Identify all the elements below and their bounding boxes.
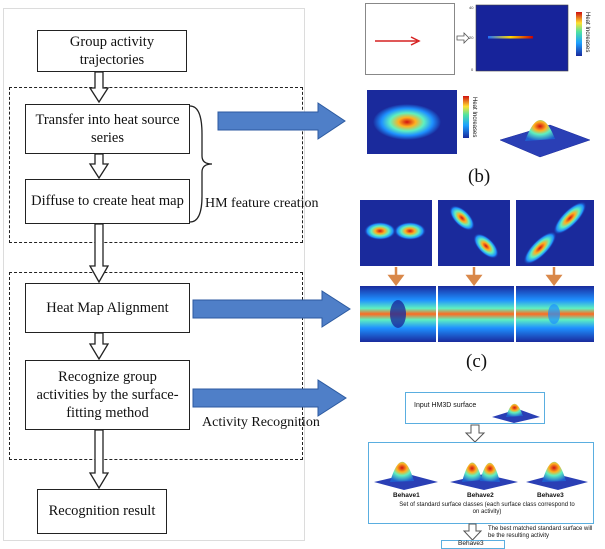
step-recognition-result: Recognition result <box>37 489 167 534</box>
panel-b-caption: (b) <box>468 166 491 187</box>
trajectory-plot <box>365 3 455 75</box>
input-surface-box <box>405 392 545 424</box>
standard-set-label: Set of standard surface classes (each su… <box>399 502 575 516</box>
colorbar-label-2: Heat Increases <box>471 97 477 138</box>
small-arrow-icon <box>456 32 470 44</box>
right-arrow-icon <box>217 102 346 140</box>
standard-surfaces-box <box>368 442 594 524</box>
behave2-label: Behave2 <box>467 492 494 499</box>
colorbar-top <box>576 12 582 56</box>
down-arrow-icon <box>88 332 110 361</box>
colorbar-middle <box>463 96 469 138</box>
right-arrow-icon <box>192 379 347 417</box>
svg-text:20: 20 <box>469 35 474 40</box>
step-group-activity-trajectories: Group activity trajectories <box>37 30 187 72</box>
svg-text:40: 40 <box>469 5 474 10</box>
down-arrow-icon <box>88 223 110 284</box>
hm-feature-group <box>9 87 303 243</box>
two-blob-maps <box>360 200 594 266</box>
red-arrow-icon <box>375 36 421 46</box>
diffused-heat-map <box>367 90 457 154</box>
down-hollow-arrow-icon <box>464 424 486 443</box>
input-surface-icon <box>492 403 540 423</box>
step-diffuse-heat-map: Diffuse to create heat map <box>25 179 190 224</box>
behave3-label: Behave3 <box>537 492 564 499</box>
down-arrow-icon <box>88 153 110 180</box>
heat-surface-3d <box>499 119 591 158</box>
step-transfer-heat-source: Transfer into heat source series <box>25 104 190 154</box>
step-heat-map-alignment: Heat Map Alignment <box>25 283 190 333</box>
panel-c-caption: (c) <box>466 351 488 372</box>
step-recognize-activities: Recognize group activities by the surfac… <box>25 360 190 430</box>
hm-feature-creation-label: HM feature creation <box>205 196 319 211</box>
right-arrow-icon <box>192 290 351 328</box>
behave1-label: Behave1 <box>393 492 420 499</box>
orange-arrows <box>387 267 563 287</box>
svg-text:0: 0 <box>471 67 474 72</box>
down-hollow-arrow-icon <box>462 523 483 541</box>
down-arrow-icon <box>88 429 110 490</box>
behavior-surfaces <box>374 461 588 490</box>
activity-recognition-label: Activity Recognition <box>202 415 320 430</box>
result-label: Behave3 <box>458 540 484 547</box>
flow-arrows <box>88 71 110 490</box>
best-match-label: The best matched standard surface will b… <box>488 526 593 540</box>
colorbar-label: Heat Increases <box>584 12 590 53</box>
flowchart-frame <box>3 8 305 541</box>
input-surface-label: Input HM3D surface <box>414 402 477 409</box>
heat-source-plot: 40 20 0 <box>469 4 569 72</box>
activity-recognition-group <box>9 272 303 460</box>
down-arrow-icon <box>88 71 110 104</box>
aligned-heat-maps <box>360 286 594 342</box>
brace-icon <box>189 105 213 223</box>
